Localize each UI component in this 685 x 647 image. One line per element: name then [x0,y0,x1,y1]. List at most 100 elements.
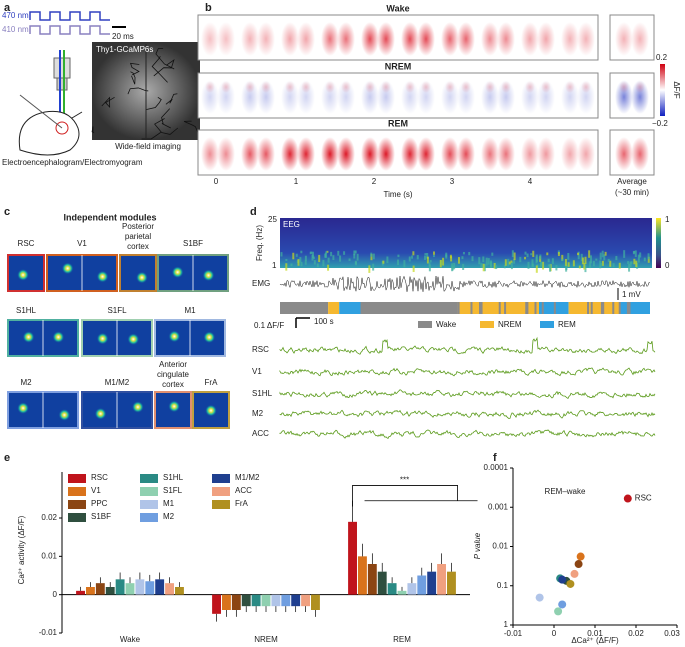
heat [441,22,459,56]
heat [405,81,415,93]
spec-noise [524,256,527,260]
module-blob [202,269,215,282]
heat [619,81,629,93]
spec-noise [535,259,538,262]
heat [337,137,355,171]
legend-swatch [418,321,432,328]
spec-noise [372,263,375,271]
point [558,575,567,584]
y-tick-label: 0.02 [41,513,57,522]
spec-noise [318,254,321,263]
spec-noise [581,257,584,265]
hypnogram-tick [626,302,629,314]
spec-noise [482,263,485,272]
spec-noise [504,259,507,266]
legend-swatch [212,487,230,496]
y-axis-label: Ca²⁺ activity (ΔF/F) [17,515,26,584]
bar [175,587,184,595]
spec-noise [635,260,638,268]
legend-swatch [68,474,86,483]
spec-noise [295,253,298,257]
panel-letter: e [4,452,10,464]
label: 1 [272,261,277,270]
bar [261,594,271,607]
spec-noise [332,255,335,261]
heat [635,81,645,93]
hypnogram-tick [602,302,605,314]
spec-noise [403,260,406,268]
hypnogram-tick [479,302,482,314]
hypnogram [457,302,539,314]
heat [337,22,355,56]
spec-noise [487,258,490,265]
spec-noise [510,260,513,263]
spec-noise [300,250,303,254]
spec-noise [549,264,552,272]
module-blob [135,271,148,284]
spec-noise [623,250,626,258]
label: Freq. (Hz) [255,225,264,261]
heat [521,22,539,56]
bar [348,521,357,595]
module-blob [204,404,217,417]
spec-noise [457,257,460,264]
spec-noise [478,257,481,265]
spec-noise [356,253,359,261]
label: RSC [252,345,269,354]
label: Independent modules [63,212,156,222]
heat [281,22,299,56]
spec-noise [316,263,319,268]
spec-noise [612,263,615,268]
x-tick-label: REM [393,635,411,644]
heat [481,22,499,56]
heat [631,22,649,56]
spec-noise [280,252,283,257]
label: (~30 min) [615,188,649,197]
colorbar [656,218,661,268]
vessel [141,132,162,140]
spec-noise [482,256,485,263]
spec-noise [428,262,431,267]
legend-label: M1 [163,499,175,508]
spec-noise [577,251,580,260]
label: V1 [252,367,262,376]
legend-label: S1FL [163,486,183,495]
spec-noise [428,264,431,272]
spec-noise [583,263,586,270]
trace [279,336,656,355]
label: Average [617,177,647,186]
spectrogram [280,218,652,268]
heat [441,137,459,171]
spec-noise [310,251,313,254]
spec-noise [527,261,530,269]
label: NREM [385,61,412,71]
label: −0.2 [652,119,668,128]
spec-noise [551,258,554,264]
heat [457,137,475,171]
label: Wake [436,320,457,329]
panel-letter: c [4,206,10,218]
heat [381,81,391,93]
spec-noise [397,259,400,266]
heat [297,22,315,56]
hypnogram [539,302,569,314]
hypnogram-tick [360,302,363,314]
y-tick-label: 0.01 [41,551,57,560]
spec-noise [564,258,567,266]
spec-noise [429,260,432,263]
significance: *** [400,476,409,485]
bar [165,583,175,595]
bar [125,583,135,595]
bar [155,579,165,595]
trace [279,389,656,399]
spec-noise [297,259,300,266]
waveform [29,11,110,21]
spec-noise [615,255,618,261]
x-tick-label: NREM [254,635,278,644]
module-blob [17,402,30,415]
point [535,593,544,602]
point [554,607,563,616]
spec-noise [508,261,511,265]
legend-label: M1/M2 [235,473,260,482]
module-blob [58,408,71,421]
